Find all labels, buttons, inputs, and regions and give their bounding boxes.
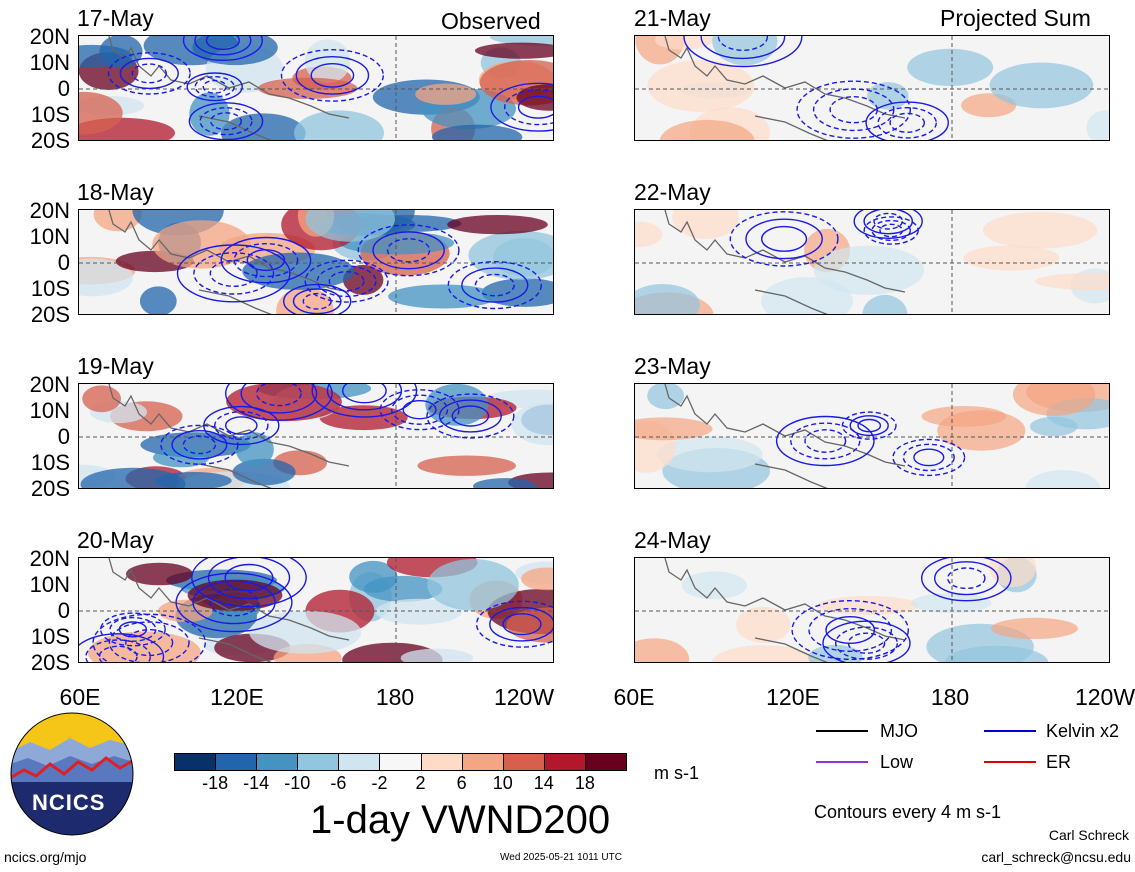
colorbar-tick-label: -6 bbox=[330, 773, 347, 793]
legend-label-kelvin: Kelvin x2 bbox=[1046, 721, 1120, 741]
colorbar-swatch bbox=[215, 753, 258, 771]
lat-label-20s: 20S bbox=[30, 476, 70, 501]
lat-label-eq: 0 bbox=[57, 250, 70, 275]
colorbar-swatch bbox=[338, 753, 381, 771]
map-panel-right-4 bbox=[634, 557, 1110, 663]
colorbar-tick-label: 14 bbox=[533, 773, 554, 793]
panel-date-right-4: 24-May bbox=[634, 527, 711, 553]
lat-label-20n: 20N bbox=[29, 546, 70, 571]
panel-date-left-1: 17-May bbox=[77, 5, 154, 31]
colorbar-swatch bbox=[297, 753, 340, 771]
legend-line-kelvin bbox=[984, 730, 1036, 732]
lat-label-20n: 20N bbox=[29, 372, 70, 397]
lat-label-20s: 20S bbox=[30, 302, 70, 327]
lat-label-20s: 20S bbox=[30, 650, 70, 675]
colorbar-ticks: -18 -14 -10 -6 -2 2 6 10 14 18 bbox=[174, 774, 626, 794]
lat-label-10n: 10N bbox=[29, 398, 70, 423]
lon-label-right-120e: 120E bbox=[766, 684, 820, 710]
map-panel-right-2 bbox=[634, 209, 1110, 315]
map-panel-right-3 bbox=[634, 383, 1110, 489]
panel-date-left-3: 19-May bbox=[77, 353, 154, 379]
observed-label: Observed bbox=[441, 8, 541, 34]
lat-label-10n: 10N bbox=[29, 224, 70, 249]
legend: MJO Kelvin x2 Low ER bbox=[816, 718, 1134, 782]
contour-note: Contours every 4 m s-1 bbox=[814, 802, 1002, 822]
lat-label-eq: 0 bbox=[57, 598, 70, 623]
chart-title: 1-day VWND200 bbox=[310, 798, 611, 842]
map-field bbox=[79, 558, 553, 662]
colorbar-swatch bbox=[174, 753, 217, 771]
colorbar-tick-label: -18 bbox=[202, 773, 229, 793]
lon-label-left-120e: 120E bbox=[210, 684, 264, 710]
lon-label-right-180: 180 bbox=[930, 684, 970, 710]
map-field bbox=[79, 384, 553, 488]
map-field bbox=[635, 558, 1109, 662]
map-field bbox=[635, 210, 1109, 314]
colorbar-swatch bbox=[584, 753, 627, 771]
lat-label-10s: 10S bbox=[30, 624, 70, 649]
legend-line-mjo bbox=[816, 730, 868, 732]
map-field bbox=[79, 210, 553, 314]
map-panel-left-2 bbox=[78, 209, 554, 315]
colorbar-swatch bbox=[379, 753, 422, 771]
panel-date-left-2: 18-May bbox=[77, 179, 154, 205]
colorbar-tick-label: -14 bbox=[243, 773, 270, 793]
ncics-logo bbox=[10, 712, 134, 836]
colorbar-swatch bbox=[461, 753, 504, 771]
lat-label-10n: 10N bbox=[29, 50, 70, 75]
lat-label-eq: 0 bbox=[57, 424, 70, 449]
panel-date-left-4: 20-May bbox=[77, 527, 154, 553]
lat-label-10s: 10S bbox=[30, 102, 70, 127]
lat-label-20n: 20N bbox=[29, 24, 70, 49]
colorbar-swatch bbox=[543, 753, 586, 771]
colorbar-tick-label: 18 bbox=[574, 773, 595, 793]
colorbar-tick-label: 2 bbox=[415, 773, 426, 793]
lon-label-left-60e: 60E bbox=[59, 684, 101, 710]
author-email: carl_schreck@ncsu.edu bbox=[981, 849, 1131, 865]
legend-label-low: Low bbox=[880, 752, 914, 772]
colorbar-tick-label: -2 bbox=[371, 773, 388, 793]
map-panel-left-1 bbox=[78, 35, 554, 141]
lat-label-10s: 10S bbox=[30, 450, 70, 475]
map-field bbox=[635, 36, 1109, 140]
colorbar-tick-label: -10 bbox=[284, 773, 311, 793]
legend-label-mjo: MJO bbox=[880, 721, 918, 741]
legend-line-er bbox=[984, 761, 1036, 763]
timestamp: Wed 2025-05-21 1011 UTC bbox=[500, 852, 622, 863]
legend-line-low bbox=[816, 761, 868, 763]
lat-label-10s: 10S bbox=[30, 276, 70, 301]
map-field bbox=[79, 36, 553, 140]
colorbar-swatch bbox=[256, 753, 299, 771]
lat-label-10n: 10N bbox=[29, 572, 70, 597]
legend-label-er: ER bbox=[1046, 752, 1072, 772]
panel-date-right-1: 21-May bbox=[634, 5, 711, 31]
colorbar-swatch bbox=[502, 753, 545, 771]
lon-label-left-120w: 120W bbox=[493, 684, 555, 710]
lon-label-right-120w: 120W bbox=[1074, 684, 1135, 710]
colorbar-units: m s-1 bbox=[654, 763, 699, 783]
panel-date-right-3: 23-May bbox=[634, 353, 711, 379]
map-field bbox=[635, 384, 1109, 488]
lon-label-right-60e: 60E bbox=[613, 684, 655, 710]
colorbar-swatch bbox=[420, 753, 463, 771]
map-panel-left-3 bbox=[78, 383, 554, 489]
lat-label-20s: 20S bbox=[30, 128, 70, 153]
lat-label-20n: 20N bbox=[29, 198, 70, 223]
colorbar bbox=[174, 753, 627, 771]
colorbar-tick-label: 6 bbox=[456, 773, 467, 793]
colorbar-tick-label: 10 bbox=[492, 773, 513, 793]
projected-sum-label: Projected Sum bbox=[940, 5, 1091, 31]
site-url: ncics.org/mjo bbox=[4, 849, 87, 865]
panel-date-right-2: 22-May bbox=[634, 179, 711, 205]
map-panel-right-1 bbox=[634, 35, 1110, 141]
map-panel-left-4 bbox=[78, 557, 554, 663]
author-name: Carl Schreck bbox=[1048, 827, 1129, 843]
lat-label-eq: 0 bbox=[57, 76, 70, 101]
lon-label-left-180: 180 bbox=[375, 684, 415, 710]
logo-text: NCICS bbox=[32, 790, 106, 815]
